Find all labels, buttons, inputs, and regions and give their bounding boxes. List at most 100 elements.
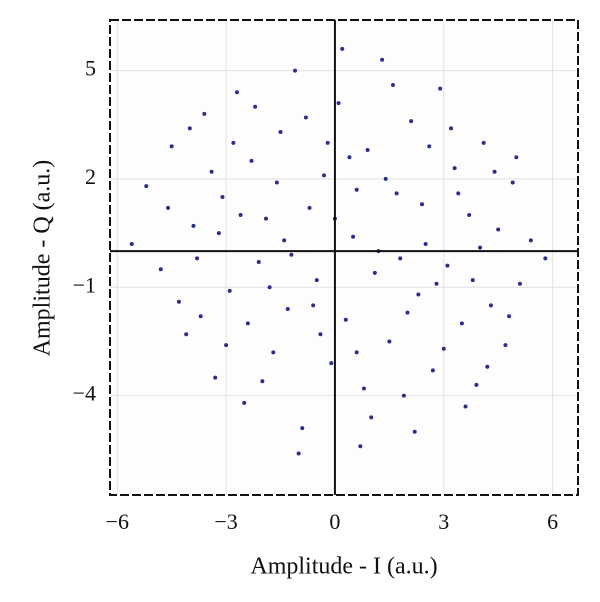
scatter-point: [481, 140, 486, 145]
scatter-point: [322, 173, 327, 178]
scatter-point: [340, 46, 345, 51]
scatter-point: [394, 191, 399, 196]
scatter-point: [296, 451, 301, 456]
scatter-point: [423, 241, 428, 246]
scatter-point: [260, 379, 265, 384]
x-axis-title: Amplitude - I (a.u.): [250, 554, 437, 580]
scatter-point: [369, 415, 374, 420]
scatter-point: [129, 241, 134, 246]
scatter-point: [336, 101, 341, 106]
scatter-point: [416, 292, 421, 297]
scatter-point: [278, 129, 283, 134]
scatter-point: [256, 260, 261, 265]
scatter-point: [390, 83, 395, 88]
scatter-point: [358, 444, 363, 449]
scatter-point: [234, 90, 239, 95]
scatter-point: [187, 126, 192, 131]
scatter-point: [343, 317, 348, 322]
scatter-point: [517, 281, 522, 286]
scatter-point: [231, 140, 236, 145]
scatter-point: [543, 256, 548, 261]
scatter-point: [441, 346, 446, 351]
scatter-point: [492, 169, 497, 174]
scatter-point: [227, 288, 232, 293]
scatter-point: [361, 386, 366, 391]
scatter-point: [507, 314, 512, 319]
scatter-point: [401, 393, 406, 398]
scatter-point: [213, 375, 218, 380]
scatter-point: [365, 148, 370, 153]
scatter-point: [311, 303, 316, 308]
scatter-point: [354, 187, 359, 192]
y-tick-label: 2: [85, 164, 96, 189]
scatter-point: [459, 321, 464, 326]
y-tick-label: −4: [73, 381, 96, 406]
plot-background: [110, 20, 578, 495]
scatter-point: [318, 332, 323, 337]
scatter-point: [314, 278, 319, 283]
scatter-point: [329, 361, 334, 366]
scatter-point: [249, 158, 254, 163]
scatter-point: [496, 227, 501, 232]
scatter-point: [445, 263, 450, 268]
scatter-point: [485, 364, 490, 369]
scatter-point: [176, 299, 181, 304]
scatter-point: [438, 86, 443, 91]
scatter-point: [184, 332, 189, 337]
scatter-point: [224, 343, 229, 348]
scatter-point: [456, 191, 461, 196]
scatter-point: [191, 223, 196, 228]
scatter-point: [347, 155, 352, 160]
scatter-point: [285, 306, 290, 311]
scatter-point: [478, 245, 483, 250]
scatter-point: [303, 115, 308, 120]
y-axis-title: Amplitude - Q (a.u.): [30, 160, 56, 357]
scatter-point: [293, 68, 298, 73]
scatter-point: [274, 180, 279, 185]
scatter-point: [387, 339, 392, 344]
scatter-point: [503, 343, 508, 348]
scatter-point: [289, 252, 294, 257]
scatter-point: [282, 238, 287, 243]
scatter-point: [420, 202, 424, 207]
scatter-point: [405, 310, 410, 315]
scatter-point: [434, 281, 439, 286]
y-tick-label: −1: [73, 272, 96, 297]
scatter-point: [158, 267, 163, 272]
scatter-point: [351, 234, 356, 239]
scatter-point: [452, 166, 457, 171]
scatter-point: [528, 238, 533, 243]
scatter-point: [463, 404, 468, 409]
scatter-point: [449, 126, 454, 131]
scatter-point: [467, 213, 472, 218]
scatter-point: [325, 140, 330, 145]
x-tick-label: 0: [329, 509, 340, 534]
x-tick-label: −3: [214, 509, 237, 534]
scatter-point: [220, 194, 225, 199]
scatter-point: [245, 321, 250, 326]
scatter-point: [307, 205, 312, 210]
scatter-point: [264, 216, 268, 221]
scatter-point: [372, 270, 377, 275]
scatter-point: [144, 184, 149, 189]
x-tick-label: −6: [106, 509, 129, 534]
scatter-point: [412, 429, 417, 434]
scatter-point: [166, 205, 171, 210]
plot-frame: [109, 19, 579, 496]
scatter-point: [216, 231, 221, 236]
scatter-point: [398, 256, 403, 261]
scatter-point: [474, 382, 479, 387]
scatter-point: [427, 144, 432, 149]
x-tick-label: 6: [547, 509, 558, 534]
scatter-point: [510, 180, 515, 185]
scatter-point: [430, 368, 435, 373]
scatter-point: [488, 303, 493, 308]
scatter-point: [470, 278, 475, 283]
scatter-point: [383, 176, 388, 181]
scatter-point: [267, 285, 272, 290]
x-tick-label: 3: [438, 509, 449, 534]
scatter-point: [253, 104, 258, 109]
scatter-point: [195, 256, 200, 261]
y-tick-label: 5: [85, 56, 96, 81]
